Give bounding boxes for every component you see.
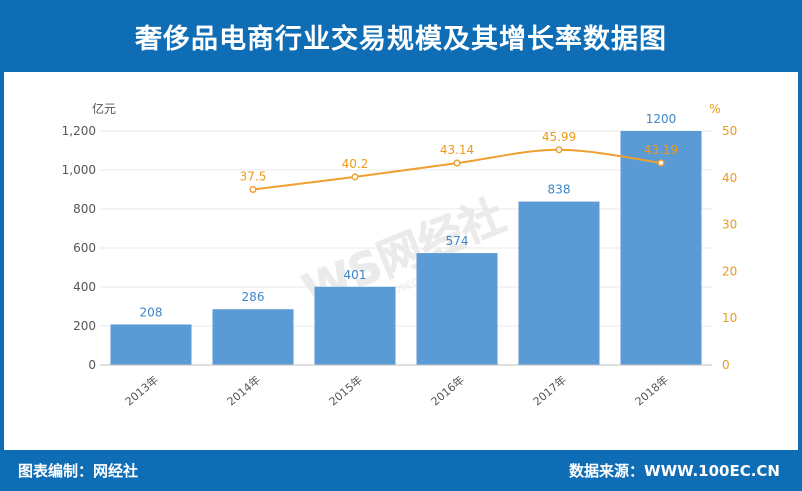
y-axis-left-ticks: 0 200 400 600 800 1,000 1,200 [62, 124, 96, 372]
y2-tick-label: 50 [722, 124, 737, 138]
footer-bar: 图表编制：网经社 数据来源：WWW.100EC.CN [0, 450, 802, 491]
x-tick-label: 2013年 [122, 373, 161, 409]
y2-tick-label: 10 [722, 311, 737, 325]
bars [110, 131, 702, 365]
x-tick-label: 2015年 [326, 373, 365, 409]
growth-rate-label: 43.14 [440, 143, 474, 157]
bar [110, 324, 192, 365]
y-tick-label: 200 [73, 319, 96, 333]
y-tick-label: 1,000 [62, 163, 96, 177]
y-tick-label: 1,200 [62, 124, 96, 138]
growth-rate-point [249, 185, 257, 194]
bar [416, 253, 498, 365]
y-tick-label: 400 [73, 280, 96, 294]
y-axis-right-unit: % [709, 102, 720, 116]
x-axis-ticks: 2013年 2014年 2015年 2016年 2017年 2018年 [122, 373, 671, 409]
growth-rate-point [555, 146, 563, 154]
bar-value-label: 838 [548, 183, 571, 197]
y2-tick-label: 0 [722, 358, 730, 372]
y2-tick-label: 30 [722, 218, 737, 232]
bar-value-label: 208 [140, 305, 163, 319]
bar-value-label: 286 [242, 290, 265, 304]
bar [620, 131, 702, 365]
y2-tick-label: 40 [722, 171, 737, 185]
growth-rate-series [249, 146, 665, 194]
x-tick-label: 2014年 [224, 373, 263, 409]
growth-rate-point [351, 173, 359, 181]
bar-value-label: 574 [446, 234, 469, 248]
growth-rate-point [453, 159, 461, 167]
bar [314, 286, 396, 365]
footer-data-source: 数据来源：WWW.100EC.CN [569, 462, 780, 480]
y-axis-left-unit: 亿元 [92, 101, 116, 116]
chart-title: 奢侈品电商行业交易规模及其增长率数据图 [135, 23, 667, 55]
y2-tick-label: 20 [722, 264, 737, 278]
growth-rate-labels: 37.5 40.2 43.14 45.99 43.19 [240, 130, 679, 184]
bar-value-label: 401 [344, 268, 367, 282]
bar-value-label: 1200 [646, 112, 677, 126]
y-axis-right-ticks: 0 10 20 30 40 50 [722, 124, 737, 372]
growth-rate-label: 37.5 [240, 170, 267, 184]
y-tick-label: 600 [73, 241, 96, 255]
growth-rate-point [657, 159, 665, 167]
growth-rate-label: 40.2 [342, 157, 369, 171]
y-tick-label: 0 [88, 358, 96, 372]
bar-value-labels: 208 286 401 574 838 1200 [140, 112, 677, 319]
bar [212, 309, 294, 365]
x-tick-label: 2017年 [530, 373, 569, 409]
bar [518, 201, 600, 365]
y-tick-label: 800 [73, 202, 96, 216]
x-tick-label: 2016年 [428, 373, 467, 409]
growth-rate-label: 45.99 [542, 130, 576, 144]
x-tick-label: 2018年 [632, 373, 671, 409]
footer-source-editor: 图表编制：网经社 [18, 462, 139, 480]
growth-rate-label: 43.19 [644, 143, 678, 157]
